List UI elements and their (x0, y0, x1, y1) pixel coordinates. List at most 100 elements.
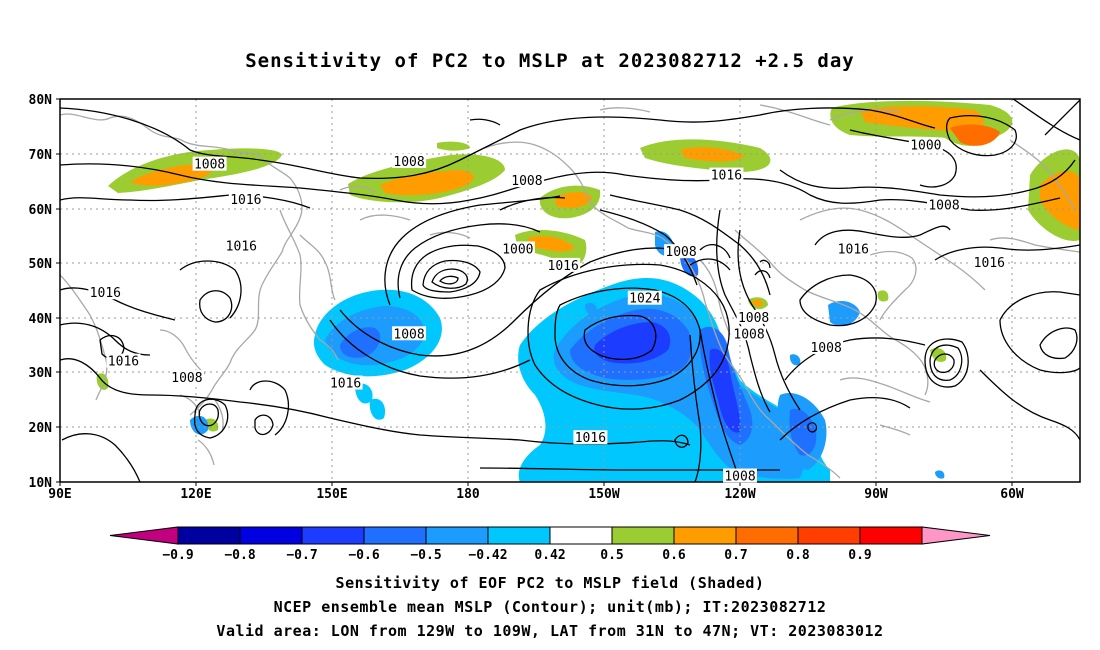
caption-line-3: Valid area: LON from 129W to 109W, LAT f… (216, 622, 884, 640)
contour-label-bg (927, 197, 961, 212)
contour-label: 1016 (226, 240, 257, 255)
colorbar-tick-labels: −0.9 −0.8 −0.7 −0.6 −0.5 −0.42 0.42 0.5 0.6 0.7 0.… (162, 548, 871, 563)
longitude-labels: 90E 120E 150E 180 150W 120W 90W 60W (48, 487, 1024, 502)
map-area (60, 99, 1080, 482)
contour-label: 1016 (548, 259, 579, 274)
contour-label: 1016 (108, 355, 139, 370)
contour-label: 1016 (974, 256, 1005, 271)
contour-label-bg (972, 255, 1007, 270)
contour-label-bg (106, 353, 141, 368)
contour-label-bg (328, 375, 363, 390)
contour-label: 1008 (928, 199, 959, 214)
colorbar-tick-label: −0.7 (286, 548, 317, 563)
colorbar-tick-label: −0.6 (348, 548, 379, 563)
colorbar-box (735, 526, 799, 545)
contour-label-bg (664, 244, 699, 259)
colorbar-tick-label: −0.8 (224, 548, 255, 563)
contour-label: 1008 (733, 327, 764, 342)
lon-label-150w: 150W (588, 487, 619, 502)
contour-label-bg (836, 241, 871, 256)
colorbar-box (673, 526, 737, 545)
contour-label-bg (709, 167, 744, 182)
lon-label-90e: 90E (48, 487, 71, 502)
plot-title: Sensitivity of PC2 to MSLP at 2023082712… (245, 50, 855, 72)
latitude-labels: 80N 70N 60N 50N 40N 30N 20N 10N (29, 93, 53, 491)
colorbar-box (239, 526, 303, 545)
lat-label-60n: 60N (29, 203, 53, 218)
colorbar-tick-label: 0.9 (848, 548, 871, 563)
colorbar-tick-label: −0.9 (162, 548, 193, 563)
contour-label: 1008 (810, 341, 841, 356)
colorbar-box (425, 526, 489, 545)
lon-label-180: 180 (456, 487, 480, 502)
lon-label-120w: 120W (724, 487, 755, 502)
contour-label-bg (192, 156, 227, 171)
colorbar-tick-label: 0.8 (786, 548, 810, 563)
contour-label: 1008 (171, 371, 202, 386)
lat-label-20n: 20N (29, 421, 53, 436)
contour-label-bg (809, 339, 844, 354)
lat-label-10n: 10N (29, 476, 53, 491)
contour-label: 1008 (738, 311, 769, 326)
contour-label: 1016 (711, 169, 742, 184)
colorbar-box (549, 526, 613, 545)
contour-label-bg (392, 326, 427, 341)
lat-label-70n: 70N (29, 148, 53, 163)
colorbar-box (301, 526, 365, 545)
lon-label-90w: 90W (864, 487, 888, 502)
colorbar-box (177, 526, 241, 545)
map-frame (59, 98, 1081, 483)
contour-label: 1008 (393, 155, 424, 170)
colorbar-tick-label: 0.6 (662, 548, 686, 563)
contour-label-bg (228, 192, 263, 207)
lat-label-50n: 50N (29, 257, 53, 272)
colorbar-high-triangle (921, 526, 991, 545)
contour-label: 1008 (665, 245, 696, 260)
contour-label: 1016 (838, 242, 869, 257)
contour-label-bg (573, 430, 608, 445)
lat-label-80n: 80N (29, 93, 53, 108)
contour-label: 1016 (230, 193, 261, 208)
contour-label-bg (908, 137, 943, 152)
colorbar-box (859, 526, 923, 545)
contour-label-bg (546, 257, 581, 272)
contour-label-bg (392, 153, 427, 168)
caption-line-1: Sensitivity of EOF PC2 to MSLP field (Sh… (335, 574, 765, 592)
contour-label-bg (736, 309, 771, 324)
contour-label: 1008 (724, 470, 755, 485)
caption-line-2: NCEP ensemble mean MSLP (Contour); unit(… (273, 598, 827, 616)
lat-label-30n: 30N (29, 366, 53, 381)
contour-label-bg (88, 285, 123, 300)
lon-label-60w: 60W (1000, 487, 1024, 502)
contour-label: 1024 (629, 292, 660, 307)
graticule (60, 99, 1080, 482)
colorbar-tick-label: 0.7 (724, 548, 747, 563)
contour-label: 1008 (393, 327, 424, 342)
colorbar-box (797, 526, 861, 545)
contour-label: 1000 (502, 242, 533, 257)
contour-label-bg (509, 173, 544, 188)
colorbar-box (487, 526, 551, 545)
contour-label-bg (732, 326, 767, 341)
lat-label-40n: 40N (29, 312, 53, 327)
colorbar-box (363, 526, 427, 545)
contour-label-bg (500, 241, 535, 256)
colorbar-tick-label: 0.5 (600, 548, 623, 563)
contour-label-bg (723, 468, 757, 483)
contour-label: 1016 (330, 377, 361, 392)
contour-label: 1000 (910, 139, 941, 154)
contour-label: 1008 (194, 158, 225, 173)
contour-label-bg (627, 290, 662, 305)
colorbar-tick-label: −0.42 (468, 548, 507, 563)
axis-ticks (56, 98, 1013, 486)
contour-label-bg (169, 370, 204, 385)
colorbar-low-triangle (109, 526, 179, 545)
lon-label-120e: 120E (180, 487, 211, 502)
lon-label-150e: 150E (316, 487, 347, 502)
contour-label-bg (224, 238, 259, 253)
colorbar-tick-label: −0.5 (410, 548, 441, 563)
colorbar-tick-label: 0.42 (534, 548, 565, 563)
contour-label: 1016 (90, 286, 121, 301)
